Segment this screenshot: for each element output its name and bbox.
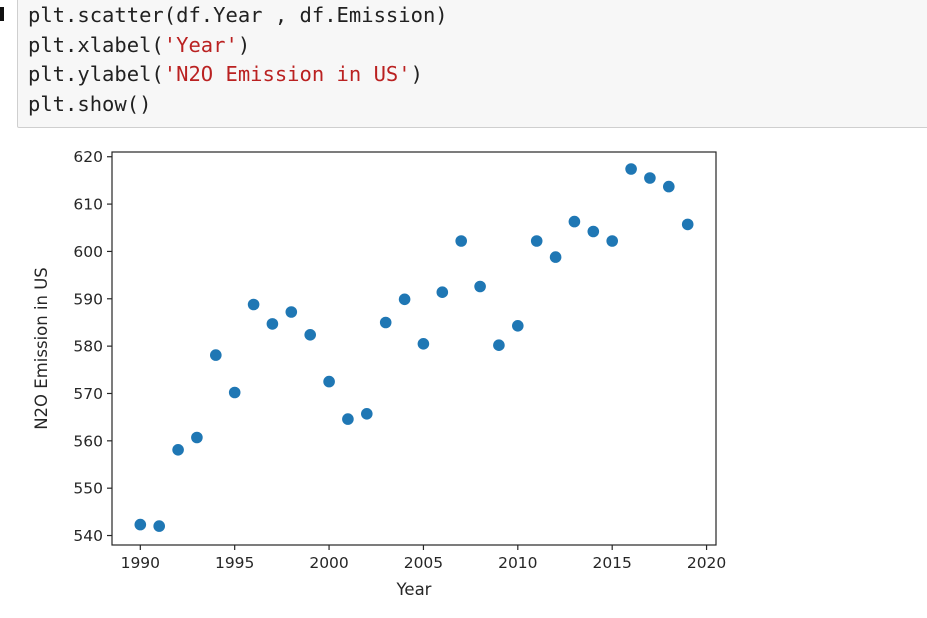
data-point: [228, 386, 241, 399]
data-point: [549, 251, 562, 263]
data-point: [587, 225, 600, 238]
data-point: [625, 163, 637, 175]
x-tick-label: 2005: [404, 554, 443, 572]
data-point: [285, 306, 298, 318]
data-point: [663, 180, 675, 193]
data-point: [568, 215, 581, 228]
data-point: [474, 280, 486, 293]
code-token: ): [237, 32, 251, 57]
data-point: [644, 172, 656, 184]
x-tick-label: 2015: [592, 554, 631, 572]
code-editor[interactable]: plt.scatter(df.Year , df.Emission) plt.xl…: [28, 1, 927, 119]
data-point: [512, 320, 524, 332]
code-cell[interactable]: plt.scatter(df.Year , df.Emission) plt.xl…: [17, 0, 927, 128]
data-point: [247, 298, 260, 311]
code-token: plt.show(): [28, 91, 152, 116]
data-point: [342, 413, 354, 425]
string-literal: 'N2O Emission in US': [163, 62, 411, 86]
string-literal: 'Year': [163, 32, 238, 57]
data-point: [436, 286, 449, 298]
plot-area-frame: [111, 151, 717, 546]
data-point: [361, 408, 373, 420]
x-tick-label: 2010: [498, 554, 537, 572]
data-point: [304, 329, 317, 341]
chart-marks: [134, 163, 694, 532]
y-tick-label: 540: [73, 527, 103, 545]
code-line: plt.ylabel('N2O Emission in US'): [28, 60, 927, 90]
data-point: [210, 349, 222, 361]
data-point: [153, 520, 165, 532]
data-point: [172, 444, 184, 456]
data-point: [417, 338, 430, 350]
code-line: plt.scatter(df.Year , df.Emission): [28, 1, 927, 31]
data-point: [134, 518, 147, 531]
x-tick-label: 2000: [309, 554, 348, 572]
y-tick-label: 560: [73, 432, 103, 450]
cell-selection-marker: [0, 7, 4, 21]
y-tick-label: 580: [73, 338, 103, 356]
data-point: [606, 235, 618, 247]
code-token: plt.scatter(df.Year , df.Emission): [28, 3, 448, 27]
y-tick-label: 590: [73, 290, 103, 308]
data-point: [455, 235, 468, 247]
data-point: [530, 235, 543, 247]
data-point: [323, 375, 335, 388]
code-line: plt.show(): [28, 90, 927, 120]
scatter-chart: 1990 1995 2000 2005 2010 2015 2020 540 550 560 57…: [32, 148, 726, 599]
y-tick-label: 570: [73, 385, 103, 403]
x-axis: 1990 1995 2000 2005 2010 2015 2020: [121, 545, 726, 572]
y-tick-label: 620: [73, 148, 103, 166]
y-axis-label: N2O Emission in US: [32, 267, 51, 430]
x-axis-label: Year: [396, 580, 432, 599]
output-area: 1990 1995 2000 2005 2010 2015 2020 540 550 560 57…: [17, 128, 927, 618]
code-token: plt.ylabel(: [28, 62, 164, 86]
data-point: [398, 293, 411, 306]
code-token: plt.xlabel(: [28, 32, 164, 57]
y-axis: 540 550 560 570 580 590 600 610 620: [73, 148, 112, 545]
x-tick-label: 1995: [215, 554, 254, 572]
y-tick-label: 610: [73, 196, 103, 214]
data-point: [681, 218, 694, 231]
code-token: ): [410, 62, 423, 86]
x-tick-label: 2020: [687, 554, 726, 572]
y-tick-label: 550: [73, 480, 103, 498]
data-point: [191, 431, 203, 444]
y-tick-label: 600: [73, 243, 103, 261]
data-point: [266, 318, 279, 330]
x-tick-label: 1990: [121, 554, 160, 572]
data-point: [379, 316, 392, 329]
data-point: [493, 339, 505, 351]
code-line: plt.xlabel('Year'): [28, 31, 927, 61]
